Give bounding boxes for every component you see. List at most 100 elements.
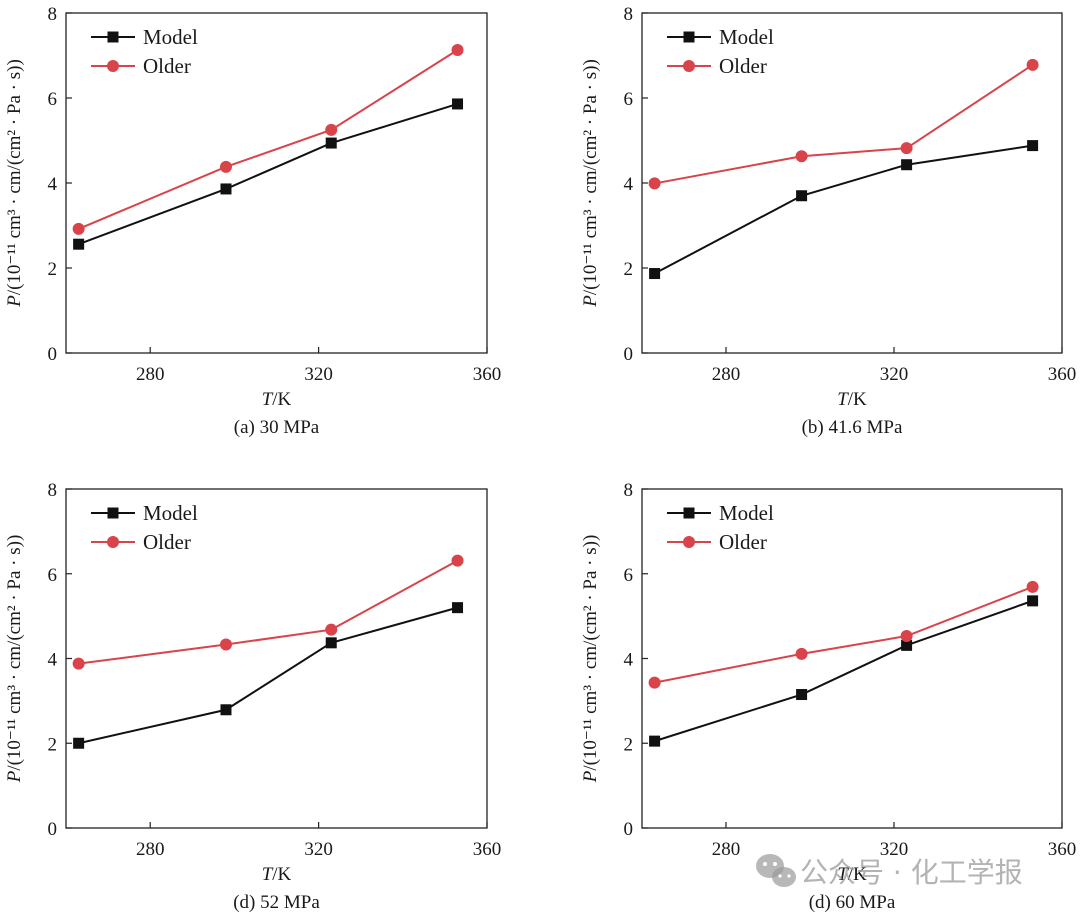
data-point-older bbox=[72, 657, 85, 670]
legend-label-older: Older bbox=[719, 54, 767, 78]
data-point-older bbox=[325, 123, 338, 136]
y-tick-label: 6 bbox=[48, 89, 58, 110]
data-point-older bbox=[648, 676, 661, 689]
data-point-model bbox=[325, 137, 337, 149]
chart-panel-1: 0 2 4 6 8 280 320 360 T/K (b) 41.6 MPa P/(10⁻¹¹ cm… bbox=[580, 4, 1076, 438]
legend-marker-square bbox=[683, 507, 695, 519]
x-axis-label: T/K bbox=[262, 389, 292, 410]
legend-marker-circle bbox=[107, 60, 119, 72]
legend-label-older: Older bbox=[143, 530, 191, 554]
x-tick-label: 320 bbox=[880, 839, 909, 860]
data-point-older bbox=[1026, 580, 1039, 593]
x-tick-label: 360 bbox=[473, 839, 502, 860]
y-tick-label: 8 bbox=[48, 480, 58, 501]
plot-frame bbox=[641, 488, 1063, 829]
data-point-model bbox=[649, 268, 661, 280]
panel-caption: (a) 30 MPa bbox=[234, 417, 320, 438]
watermark: 公众号 · 化工学报 bbox=[756, 854, 1023, 889]
legend-marker-circle bbox=[683, 60, 695, 72]
y-tick-label: 0 bbox=[624, 819, 634, 840]
x-tick-label: 320 bbox=[304, 364, 333, 385]
x-tick-label: 280 bbox=[712, 364, 741, 385]
series-line-model bbox=[78, 606, 458, 745]
x-tick-label: 360 bbox=[1048, 364, 1077, 385]
x-tick-label: 360 bbox=[473, 364, 502, 385]
x-tick-label: 360 bbox=[1048, 839, 1077, 860]
plot-frame bbox=[65, 12, 488, 354]
y-tick-label: 6 bbox=[624, 89, 634, 110]
y-tick-label: 6 bbox=[48, 565, 58, 586]
data-point-older bbox=[648, 177, 661, 190]
plot-frame bbox=[641, 12, 1063, 354]
data-point-older bbox=[795, 150, 808, 163]
series-line-model bbox=[654, 599, 1033, 743]
wechat-icon bbox=[756, 854, 796, 887]
data-point-model bbox=[220, 183, 232, 195]
y-tick-label: 0 bbox=[48, 344, 58, 365]
y-tick-label: 8 bbox=[624, 4, 634, 25]
data-point-model bbox=[796, 190, 808, 202]
legend-label-model: Model bbox=[719, 25, 774, 49]
x-tick-label: 320 bbox=[304, 839, 333, 860]
panel-caption: (d) 60 MPa bbox=[809, 892, 896, 913]
data-point-model bbox=[452, 602, 464, 614]
y-tick-label: 0 bbox=[48, 819, 58, 840]
y-tick-label: 4 bbox=[624, 650, 634, 671]
x-tick-label: 320 bbox=[880, 364, 909, 385]
data-point-model bbox=[1027, 595, 1039, 607]
data-point-model bbox=[220, 704, 232, 716]
legend-label-older: Older bbox=[143, 54, 191, 78]
data-point-model bbox=[1027, 140, 1039, 152]
y-tick-label: 4 bbox=[48, 650, 58, 671]
panel-caption: (b) 41.6 MPa bbox=[802, 417, 903, 438]
data-point-model bbox=[325, 637, 337, 649]
y-axis-label: P/(10⁻¹¹ cm³ · cm/(cm² · Pa · s)) bbox=[580, 535, 601, 784]
data-point-model bbox=[901, 159, 913, 171]
data-point-older bbox=[1026, 58, 1039, 71]
legend-marker-circle bbox=[107, 536, 119, 548]
data-point-older bbox=[795, 647, 808, 660]
y-tick-label: 2 bbox=[624, 259, 634, 280]
series-line-model bbox=[78, 102, 458, 246]
y-tick-label: 6 bbox=[624, 565, 634, 586]
x-tick-label: 280 bbox=[136, 839, 165, 860]
y-tick-label: 2 bbox=[48, 734, 58, 755]
data-point-older bbox=[900, 142, 913, 155]
legend-label-older: Older bbox=[719, 530, 767, 554]
legend-label-model: Model bbox=[143, 25, 198, 49]
data-point-older bbox=[900, 630, 913, 643]
y-tick-label: 2 bbox=[624, 734, 634, 755]
legend-marker-square bbox=[107, 507, 119, 519]
y-tick-label: 4 bbox=[624, 174, 634, 195]
y-axis-label: P/(10⁻¹¹ cm³ · cm/(cm² · Pa · s)) bbox=[4, 59, 25, 308]
panel-caption: (d) 52 MPa bbox=[233, 892, 320, 913]
y-tick-label: 4 bbox=[48, 174, 58, 195]
data-point-older bbox=[325, 623, 338, 636]
legend-label-model: Model bbox=[143, 501, 198, 525]
data-point-model bbox=[649, 735, 661, 747]
data-point-older bbox=[451, 43, 464, 56]
series-line-older bbox=[78, 559, 459, 665]
x-tick-label: 280 bbox=[136, 364, 165, 385]
x-axis-label: T/K bbox=[837, 389, 867, 410]
legend-label-model: Model bbox=[719, 501, 774, 525]
chart-panel-2: 0 2 4 6 8 280 320 360 T/K (d) 52 MPa P/(10⁻¹¹ cm³ … bbox=[4, 480, 501, 913]
series-line-model bbox=[654, 144, 1033, 275]
chart-panel-0: 0 2 4 6 8 280 320 360 T/K (a) 30 MPa P/(10⁻¹¹ cm³ … bbox=[4, 4, 501, 438]
x-axis-label: T/K bbox=[262, 864, 292, 885]
data-point-model bbox=[901, 639, 913, 651]
data-point-older bbox=[219, 638, 232, 651]
series-line-older bbox=[654, 585, 1033, 684]
y-tick-label: 0 bbox=[624, 344, 634, 365]
data-point-model bbox=[73, 238, 85, 250]
y-axis-label: P/(10⁻¹¹ cm³ · cm/(cm² · Pa · s)) bbox=[4, 535, 25, 784]
data-point-older bbox=[451, 554, 464, 567]
legend-marker-circle bbox=[683, 536, 695, 548]
data-point-model bbox=[796, 689, 808, 701]
x-tick-label: 280 bbox=[712, 839, 741, 860]
x-axis-label: T/K bbox=[837, 864, 867, 885]
series-line-older bbox=[654, 64, 1034, 185]
data-point-older bbox=[219, 160, 232, 173]
y-axis-label: P/(10⁻¹¹ cm³ · cm/(cm² · Pa · s)) bbox=[580, 59, 601, 308]
